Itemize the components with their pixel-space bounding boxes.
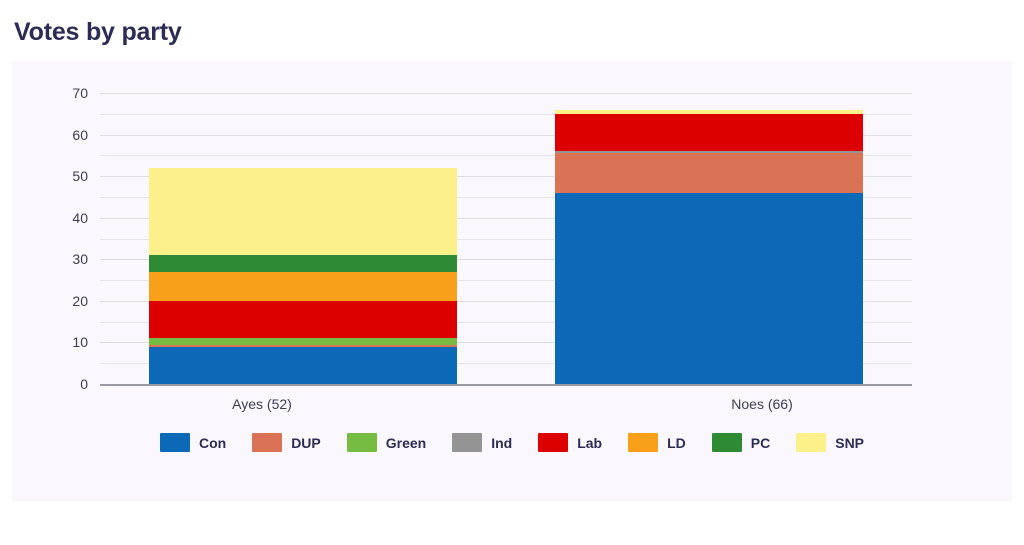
chart-legend: Con DUP Green Ind Lab LD PC SNP [12,433,1012,452]
legend-item-green[interactable]: Green [346,433,427,452]
gridline: 20 [72,293,912,309]
legend-item-snp[interactable]: SNP [796,433,864,452]
bar-segment-lab[interactable] [148,300,458,339]
x-axis-category-label: Ayes (52) [232,396,292,412]
bar-segment-ind[interactable] [554,151,864,154]
gridline [100,155,912,157]
bar-segment-con[interactable] [554,192,864,384]
gridline [100,321,912,323]
stacked-bar-chart: 0 10 20 30 40 50 60 70 Con DUP Green Ind Lab LD PC SNP… [12,61,1012,501]
x-axis-category-label: Noes (66) [731,396,793,412]
y-axis-tick-label: 40 [72,209,88,226]
legend-swatch-pc [711,433,742,452]
gridline [100,363,912,365]
page-title: Votes by party [14,18,182,46]
gridline [100,113,912,115]
legend-swatch-dup [252,433,283,452]
gridline: 40 [72,210,912,226]
bar-segment-dup[interactable] [148,344,458,347]
legend-label: Con [198,434,227,451]
y-axis-tick-label: 10 [72,334,88,351]
legend-swatch-con [159,433,190,452]
bar-group[interactable] [148,93,458,384]
bar-segment-ld[interactable] [148,271,458,301]
legend-swatch-lab [538,433,569,452]
y-axis-tick-label: 0 [80,376,88,392]
chart-card: 0 10 20 30 40 50 60 70 Con DUP Green Ind Lab LD PC SNP… [12,61,1012,501]
gridline: 50 [72,168,912,184]
legend-label: Ind [491,434,513,451]
gridline [100,196,912,198]
legend-label: LD [667,434,686,451]
bar-segment-green[interactable] [148,338,458,345]
legend-item-ind[interactable]: Ind [452,433,512,452]
y-axis-tick-label: 50 [72,168,88,185]
y-axis-tick-label: 30 [72,251,88,268]
bar-segment-lab[interactable] [554,113,864,152]
legend-label: PC [750,434,771,451]
gridline: 70 [72,85,912,101]
bar-group[interactable] [554,93,864,384]
y-axis-tick-label: 70 [72,85,88,101]
gridline: 60 [72,127,912,143]
legend-item-dup[interactable]: DUP [252,433,321,452]
y-axis-tick-label: 20 [72,292,88,309]
legend-swatch-green [346,433,377,452]
legend-item-lab[interactable]: Lab [538,433,602,452]
y-axis-tick-label: 60 [72,126,88,143]
chart-plot-area [100,93,912,384]
legend-label: SNP [835,434,865,451]
legend-item-pc[interactable]: PC [711,433,771,452]
legend-swatch-ld [628,433,659,452]
legend-swatch-ind [452,433,483,452]
legend-item-ld[interactable]: LD [628,433,686,452]
legend-label: Lab [577,434,603,451]
legend-swatch-snp [796,433,827,452]
bar-segment-dup[interactable] [554,153,864,193]
gridline [100,238,912,240]
legend-item-con[interactable]: Con [159,433,227,452]
gridline: 10 [72,334,912,350]
chart-gridlines: 0 10 20 30 40 50 60 70 [72,85,912,392]
bar-segment-pc[interactable] [148,255,458,272]
bar-stack[interactable] [148,167,458,384]
legend-label: DUP [291,434,321,451]
gridline [100,280,912,282]
bar-segment-snp[interactable] [554,109,864,114]
gridline: 30 [72,251,912,267]
bar-segment-con[interactable] [148,346,458,384]
bar-segment-snp[interactable] [148,167,458,256]
legend-label: Green [385,434,427,451]
x-axis-line [100,384,912,386]
bar-stack[interactable] [554,109,864,384]
